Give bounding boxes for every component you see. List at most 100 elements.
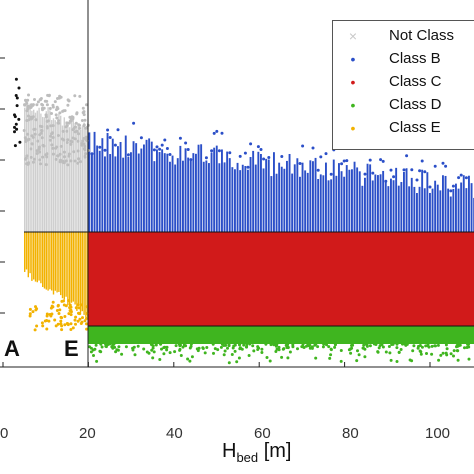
not-class-point: [83, 154, 87, 158]
class-d-point: [260, 351, 264, 354]
class-b-column: [382, 170, 385, 232]
class-b-column: [189, 159, 192, 232]
class-d-point: [357, 353, 361, 357]
not-class-point: [73, 159, 77, 163]
class-b-column: [455, 183, 457, 232]
class-e-point: [34, 305, 37, 309]
class-e-point: [69, 322, 73, 326]
class-b-column: [457, 188, 460, 232]
class-e-column: [63, 232, 65, 300]
not-class-point: [42, 106, 46, 110]
class-b-point: [405, 154, 409, 158]
not-class-point: [40, 102, 44, 106]
class-d-point: [445, 353, 449, 357]
class-e-column: [31, 232, 33, 281]
class-e-point: [79, 322, 83, 325]
class-e-point: [49, 306, 53, 310]
class-b-column: [239, 170, 242, 232]
class-e-point: [35, 324, 39, 328]
not-class-point: [63, 109, 67, 113]
class-b-point: [217, 149, 221, 153]
black-marker-point: [13, 125, 16, 129]
plot-content: [13, 77, 474, 365]
class-b-column: [395, 167, 398, 232]
class-e-point: [45, 319, 49, 322]
black-marker-point: [15, 96, 19, 100]
class-d-point: [328, 356, 332, 360]
class-d-point: [445, 347, 449, 351]
not-class-column: [60, 115, 62, 232]
class-d-point: [302, 346, 306, 349]
class-b-point: [342, 159, 346, 163]
not-class-point: [80, 119, 84, 122]
class-b-column: [317, 179, 320, 232]
class-b-column: [252, 150, 255, 232]
class-d-point: [420, 345, 424, 349]
class-d-point: [377, 346, 381, 350]
class-d-point: [355, 359, 359, 363]
class-b-column: [351, 169, 353, 232]
not-class-point: [53, 100, 57, 104]
class-b-column: [247, 169, 249, 232]
class-b-column: [244, 166, 247, 232]
class-b-column: [299, 176, 301, 232]
class-d-point: [412, 344, 416, 348]
legend: × Not Class • Class B • Class C • Class …: [332, 20, 474, 150]
not-class-point: [22, 129, 26, 132]
class-b-point: [389, 168, 393, 172]
class-b-point: [311, 146, 315, 150]
class-d-point: [405, 342, 409, 346]
class-e-point: [74, 322, 77, 326]
class-d-point: [132, 345, 136, 349]
class-e-column: [67, 232, 69, 306]
not-class-point: [55, 145, 59, 149]
class-b-column: [366, 163, 369, 232]
class-d-point: [395, 342, 399, 346]
class-b-column: [228, 158, 231, 232]
class-d-point: [162, 346, 166, 350]
class-d-point: [178, 344, 182, 348]
class-d-point: [216, 348, 220, 352]
class-b-column: [314, 157, 317, 232]
class-b-column: [319, 174, 322, 232]
x-tick-label: 0: [0, 425, 9, 442]
class-b-column: [293, 164, 296, 232]
not-class-point: [30, 103, 33, 107]
class-b-point: [444, 164, 448, 168]
not-class-point: [77, 132, 81, 136]
class-e-point: [56, 304, 60, 308]
not-class-point: [40, 128, 43, 132]
class-b-point: [238, 154, 242, 158]
not-class-column: [70, 120, 73, 232]
not-class-point: [32, 160, 35, 164]
class-b-point: [457, 176, 461, 180]
class-b-point: [98, 145, 102, 149]
not-class-point: [57, 121, 61, 125]
class-e-point: [68, 303, 72, 307]
class-d-point: [99, 342, 103, 346]
class-d-point: [444, 343, 448, 347]
class-b-point: [410, 168, 414, 172]
not-class-point: [72, 150, 76, 154]
class-b-point: [371, 171, 375, 175]
not-class-column: [81, 126, 83, 232]
class-d-point: [275, 343, 279, 347]
class-b-column: [270, 176, 273, 232]
class-d-point: [115, 348, 119, 352]
class-d-point: [463, 346, 466, 350]
class-b-column: [335, 175, 338, 232]
class-d-point: [201, 346, 205, 350]
class-b-column: [332, 159, 335, 232]
not-class-point: [62, 161, 66, 165]
not-class-point: [65, 124, 69, 128]
class-b-column: [322, 175, 325, 232]
class-e-point: [78, 317, 82, 321]
not-class-point: [23, 103, 27, 107]
class-b-column: [174, 164, 177, 232]
class-e-point: [76, 303, 80, 307]
class-d-point: [150, 348, 154, 352]
class-d-point: [424, 344, 428, 348]
class-b-point: [126, 153, 130, 157]
class-d-point: [388, 351, 392, 355]
class-e-point: [58, 308, 62, 312]
